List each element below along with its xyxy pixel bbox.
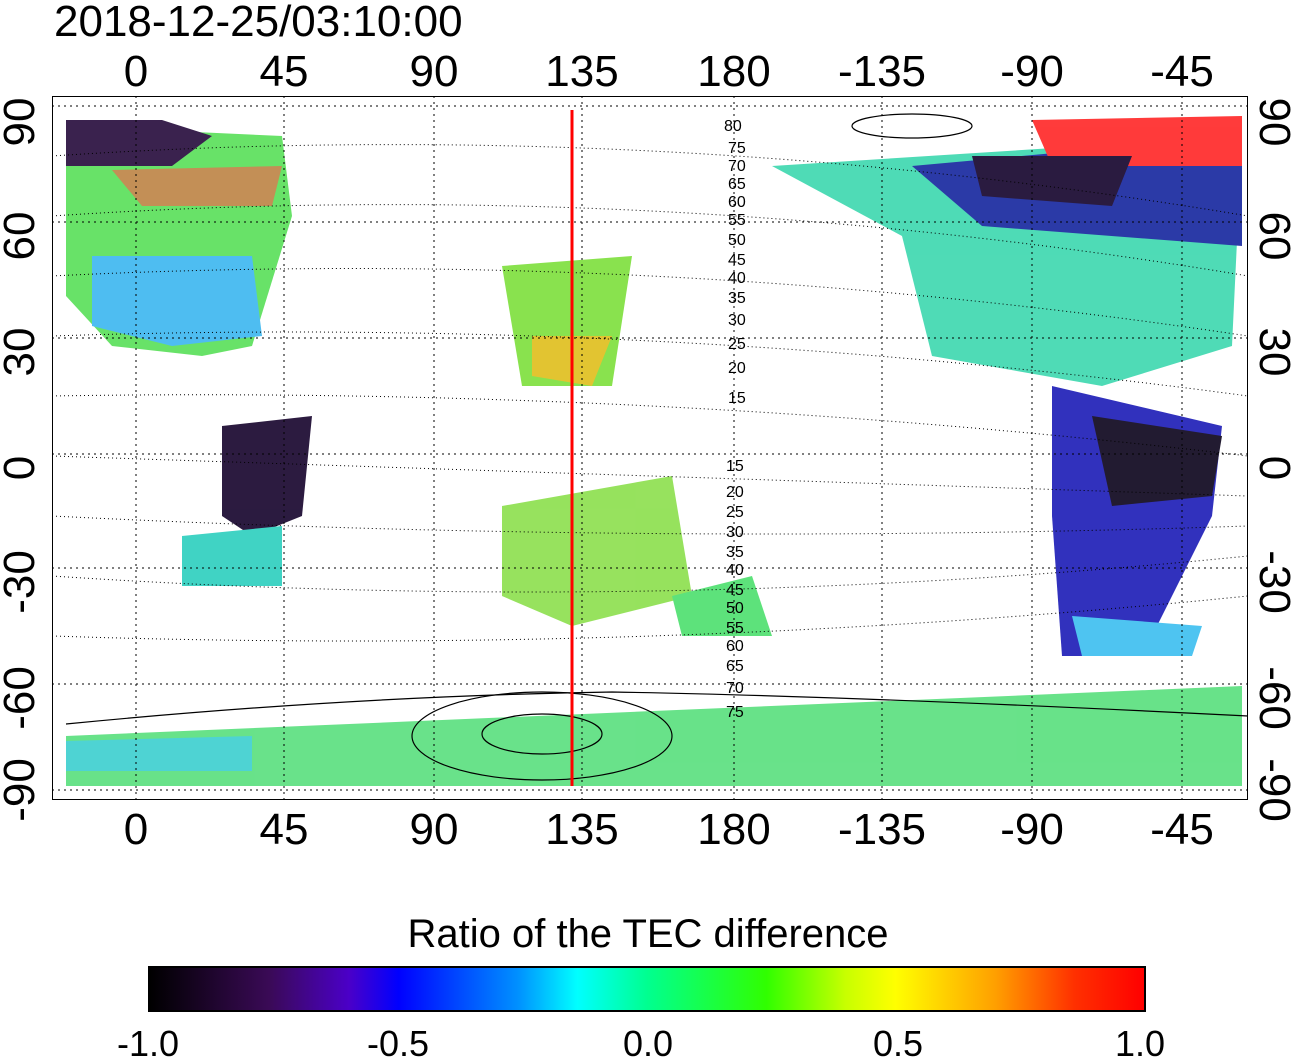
- left-lat-label: 90: [0, 97, 44, 147]
- contour-label: 55: [728, 212, 746, 229]
- top-lon-label: 45: [259, 47, 309, 96]
- bottom-lon-label: 180: [697, 805, 771, 854]
- contour-label: 50: [728, 232, 746, 249]
- bottom-lon-label: 90: [409, 805, 459, 854]
- contour-label: 15: [726, 458, 744, 475]
- left-lat-label: 60: [0, 211, 44, 261]
- colorbar-tick-label: -1.0: [116, 1023, 180, 1064]
- contour-label: 40: [728, 270, 746, 287]
- top-lon-label: -90: [1000, 47, 1064, 96]
- map-title: 2018-12-25/03:10:00: [54, 0, 463, 46]
- contour-label: 35: [726, 544, 744, 561]
- contour-label: 65: [728, 176, 746, 193]
- left-lat-label: 0: [0, 418, 44, 518]
- contour-label: 60: [728, 194, 746, 211]
- contour-label: 70: [728, 158, 746, 175]
- contour-label: 50: [726, 600, 744, 617]
- contour-label: 60: [726, 638, 744, 655]
- contour-label: 75: [726, 704, 744, 721]
- colorbar: [148, 966, 1146, 1012]
- contour-label: 30: [726, 524, 744, 541]
- tec-field: [66, 116, 1242, 786]
- top-lon-label: -135: [837, 47, 927, 96]
- contour-label: 25: [728, 336, 746, 353]
- contour-label: 40: [726, 562, 744, 579]
- contour-label: 75: [728, 140, 746, 157]
- top-lon-label: -45: [1150, 47, 1214, 96]
- bottom-lon-label: -135: [837, 805, 927, 854]
- bottom-lon-label: 0: [123, 805, 149, 854]
- left-lat-label: 30: [0, 327, 44, 377]
- contour-label: 25: [726, 504, 744, 521]
- top-lon-label: 0: [123, 47, 149, 96]
- colorbar-tick-label: 0.5: [872, 1023, 924, 1064]
- right-lat-label: 30: [1250, 327, 1296, 377]
- right-lat-label: -60: [1250, 666, 1296, 730]
- colorbar-title: Ratio of the TEC difference: [407, 912, 889, 956]
- contour-label: 70: [726, 680, 744, 697]
- contour-label: 45: [726, 582, 744, 599]
- top-lon-label: 90: [409, 47, 459, 96]
- left-lat-label: -60: [0, 666, 44, 730]
- right-lat-label: 60: [1250, 211, 1296, 261]
- contour-label: 15: [728, 390, 746, 407]
- right-lat-label: 90: [1250, 97, 1296, 147]
- colorbar-tick-label: 0.0: [622, 1023, 674, 1064]
- contour-label: 80: [724, 118, 742, 135]
- magnetic-contours: [52, 144, 1248, 642]
- bottom-lon-label: -90: [1000, 805, 1064, 854]
- contour-label: 30: [728, 312, 746, 329]
- contour-label: 55: [726, 620, 744, 637]
- bottom-lon-label: 135: [545, 805, 619, 854]
- polar-contours: [65, 113, 1248, 781]
- graticule: [52, 96, 1248, 800]
- colorbar-tick-label: 1.0: [1114, 1023, 1166, 1064]
- contour-label: 65: [726, 658, 744, 675]
- top-lon-label: 135: [545, 47, 619, 96]
- right-lat-label: -90: [1250, 758, 1296, 822]
- contour-label: 45: [728, 252, 746, 269]
- left-lat-label: -90: [0, 758, 44, 822]
- bottom-lon-label: -45: [1150, 805, 1214, 854]
- left-lat-label: -30: [0, 550, 44, 614]
- tec-map: [52, 96, 1248, 800]
- right-lat-label: 0: [1250, 455, 1296, 481]
- contour-label: 20: [726, 484, 744, 501]
- right-lat-label: -30: [1250, 550, 1296, 614]
- bottom-lon-label: 45: [259, 805, 309, 854]
- contour-label: 20: [728, 360, 746, 377]
- colorbar-tick-label: -0.5: [366, 1023, 430, 1064]
- top-lon-label: 180: [697, 47, 771, 96]
- contour-label: 35: [728, 290, 746, 307]
